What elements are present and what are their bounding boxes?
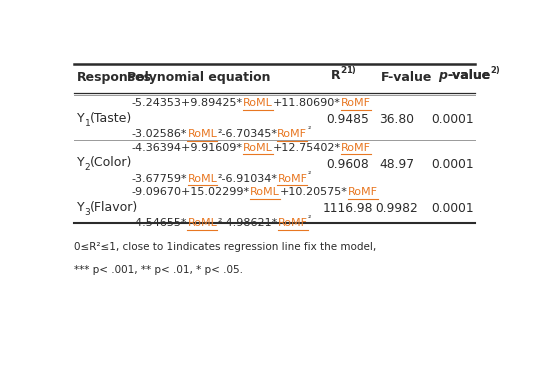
- Text: RoML: RoML: [250, 187, 280, 197]
- Text: 0≤R²≤1, close to 1indicates regression line fix the model,: 0≤R²≤1, close to 1indicates regression l…: [74, 242, 376, 252]
- Text: Polynomial equation: Polynomial equation: [127, 70, 271, 84]
- Text: 36.80: 36.80: [379, 113, 415, 126]
- Text: Y: Y: [77, 201, 85, 214]
- Text: ²-6.70345*: ²-6.70345*: [217, 129, 277, 139]
- Text: 2: 2: [341, 66, 347, 75]
- Text: RoMF: RoMF: [277, 174, 308, 184]
- Text: RoMF: RoMF: [348, 187, 378, 197]
- Text: -3.02586*: -3.02586*: [132, 129, 188, 139]
- Text: 1116.98: 1116.98: [322, 203, 373, 215]
- Text: Y: Y: [77, 112, 85, 125]
- Text: *** p< .001, ** p< .01, * p< .05.: *** p< .001, ** p< .01, * p< .05.: [74, 265, 243, 275]
- Text: -5.24353+9.89425*: -5.24353+9.89425*: [132, 98, 243, 108]
- Text: RoML: RoML: [188, 129, 217, 139]
- Text: 2: 2: [85, 163, 90, 172]
- Text: (Taste): (Taste): [90, 112, 132, 125]
- Text: -3.67759*: -3.67759*: [132, 174, 188, 184]
- Text: RoML: RoML: [188, 218, 217, 228]
- Text: 48.97: 48.97: [379, 158, 415, 171]
- Text: -4.36394+9.91609*: -4.36394+9.91609*: [132, 143, 243, 153]
- Text: RoMF: RoMF: [278, 218, 308, 228]
- Text: ²-6.91034*: ²-6.91034*: [217, 174, 277, 184]
- Text: 1): 1): [345, 66, 356, 75]
- Text: 2): 2): [491, 66, 500, 75]
- Text: RoMF: RoMF: [341, 98, 371, 108]
- Text: (Flavor): (Flavor): [90, 201, 138, 214]
- Text: ²: ²: [307, 125, 311, 134]
- Text: 1: 1: [85, 119, 90, 128]
- Text: 3: 3: [85, 208, 90, 217]
- Text: 0.9608: 0.9608: [326, 158, 369, 171]
- Text: -4.54655*: -4.54655*: [132, 218, 188, 228]
- Text: 0.0001: 0.0001: [432, 158, 474, 171]
- Text: +12.75402*: +12.75402*: [273, 143, 341, 153]
- Text: RoML: RoML: [188, 174, 217, 184]
- Text: 0.9485: 0.9485: [326, 113, 369, 126]
- Text: -value: -value: [447, 69, 491, 82]
- Text: RoMF: RoMF: [277, 129, 307, 139]
- Text: RoML: RoML: [243, 98, 273, 108]
- Text: Responses: Responses: [77, 70, 152, 84]
- Text: -9.09670+15.02299*: -9.09670+15.02299*: [132, 187, 250, 197]
- Text: 0.0001: 0.0001: [432, 113, 474, 126]
- Text: ²-4.98621*: ²-4.98621*: [217, 218, 278, 228]
- Text: +10.20575*: +10.20575*: [280, 187, 348, 197]
- Text: Y: Y: [77, 156, 85, 169]
- Text: F-value: F-value: [381, 70, 432, 84]
- Text: 0.0001: 0.0001: [432, 203, 474, 215]
- Text: RoMF: RoMF: [341, 143, 371, 153]
- Text: -value: -value: [447, 69, 491, 82]
- Text: ²: ²: [308, 170, 311, 179]
- Text: +11.80690*: +11.80690*: [273, 98, 341, 108]
- Text: p: p: [438, 69, 447, 82]
- Text: R: R: [331, 69, 341, 82]
- Text: RoML: RoML: [243, 143, 273, 153]
- Text: (Color): (Color): [90, 156, 132, 169]
- Text: 0.9982: 0.9982: [376, 203, 418, 215]
- Text: ²: ²: [308, 214, 311, 223]
